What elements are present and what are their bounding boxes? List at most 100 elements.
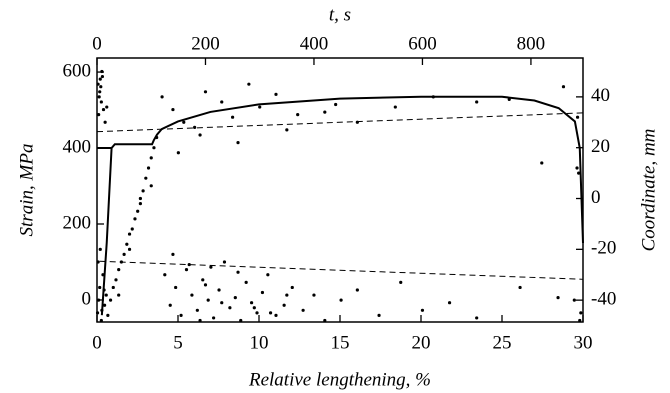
data-dot	[122, 252, 126, 257]
data-dot	[100, 74, 105, 79]
data-dot	[106, 313, 110, 317]
data-dot	[540, 161, 544, 165]
data-dot	[274, 92, 278, 96]
x2-tick-label: 600	[408, 33, 437, 54]
data-dot	[160, 95, 164, 99]
x-tick-label: 0	[92, 332, 102, 353]
data-dot	[193, 125, 197, 129]
y-axis-label: Strain, MPa	[16, 144, 37, 237]
data-dot	[285, 128, 289, 132]
x-tick-label: 30	[574, 332, 593, 353]
data-dot	[97, 298, 101, 302]
data-dot	[114, 278, 118, 282]
data-dot	[97, 95, 101, 99]
data-dot	[174, 285, 178, 290]
data-dot	[130, 227, 134, 231]
data-dot	[198, 133, 202, 137]
data-dot	[101, 107, 106, 112]
data-dot	[117, 293, 121, 297]
data-dot	[133, 217, 137, 221]
data-dot	[99, 100, 103, 104]
data-dot	[475, 316, 479, 320]
data-dot	[377, 313, 381, 317]
y2-tick-label: 0	[591, 187, 601, 208]
data-dot	[260, 290, 265, 295]
data-dot	[209, 265, 213, 269]
data-dot	[136, 209, 140, 213]
data-dot	[266, 273, 270, 277]
data-dot	[239, 318, 243, 323]
data-dot	[105, 105, 109, 109]
data-dot	[220, 301, 224, 305]
data-dot	[102, 303, 107, 307]
x-tick-label: 25	[493, 332, 512, 353]
data-dot	[155, 135, 159, 140]
data-dot	[198, 318, 202, 323]
data-dot	[355, 120, 359, 124]
data-dot	[176, 151, 180, 155]
data-dot	[258, 105, 262, 109]
data-dot	[393, 105, 397, 109]
data-dot	[184, 268, 189, 272]
data-dot	[117, 268, 121, 272]
data-dot	[100, 308, 104, 312]
data-dot	[96, 82, 100, 86]
data-dot	[149, 184, 153, 188]
y2-axis-label: Coordinate, mm	[638, 129, 659, 252]
y-tick-label: 600	[63, 60, 92, 81]
data-dot	[274, 313, 278, 317]
y2-tick-label: 40	[591, 85, 610, 106]
data-dot	[99, 318, 103, 323]
data-dot	[119, 260, 124, 264]
curve	[97, 95, 584, 316]
data-dot	[108, 298, 113, 302]
y-tick-label: 200	[63, 212, 92, 233]
data-dot	[99, 85, 103, 89]
data-dot	[561, 85, 566, 89]
data-dot	[152, 146, 156, 150]
data-dot	[249, 301, 254, 305]
x-tick-label: 10	[250, 332, 269, 353]
data-dot	[97, 113, 101, 117]
data-dot	[138, 201, 142, 206]
data-dot	[507, 97, 511, 102]
data-dot	[572, 298, 576, 302]
data-dot	[101, 273, 105, 277]
dashed-line	[99, 260, 584, 280]
x2-tick-label: 0	[92, 33, 102, 54]
data-dot	[285, 293, 289, 297]
data-dot	[579, 311, 583, 315]
x-axis-label: Relative lengthening, %	[248, 369, 431, 390]
data-dot	[475, 100, 479, 104]
x-tick-label: 20	[412, 332, 431, 353]
data-dot	[236, 270, 240, 274]
data-dot	[138, 196, 142, 201]
data-dot	[577, 171, 581, 175]
data-dot	[127, 232, 132, 236]
data-dot	[163, 273, 167, 277]
data-dot	[98, 90, 102, 94]
data-dot	[420, 308, 425, 312]
data-dot	[399, 280, 403, 284]
data-dot	[355, 288, 359, 292]
data-dot	[182, 120, 186, 124]
data-dot	[334, 102, 338, 107]
data-dot	[268, 311, 273, 315]
data-dot	[141, 189, 145, 193]
data-dot	[103, 120, 107, 124]
data-dot	[217, 288, 221, 292]
data-dot	[290, 285, 294, 290]
data-dot	[203, 90, 208, 94]
data-dot	[575, 166, 579, 170]
data-dot	[247, 82, 251, 86]
y2-tick-label: 20	[591, 136, 610, 157]
data-dot	[518, 285, 522, 290]
data-dot	[100, 69, 104, 74]
data-dot	[127, 247, 132, 251]
data-dot	[168, 303, 172, 307]
data-dot	[146, 166, 151, 170]
data-dot	[220, 100, 224, 104]
y2-tick-label: -40	[591, 289, 616, 310]
data-dot	[231, 115, 235, 119]
data-dot	[323, 318, 327, 323]
